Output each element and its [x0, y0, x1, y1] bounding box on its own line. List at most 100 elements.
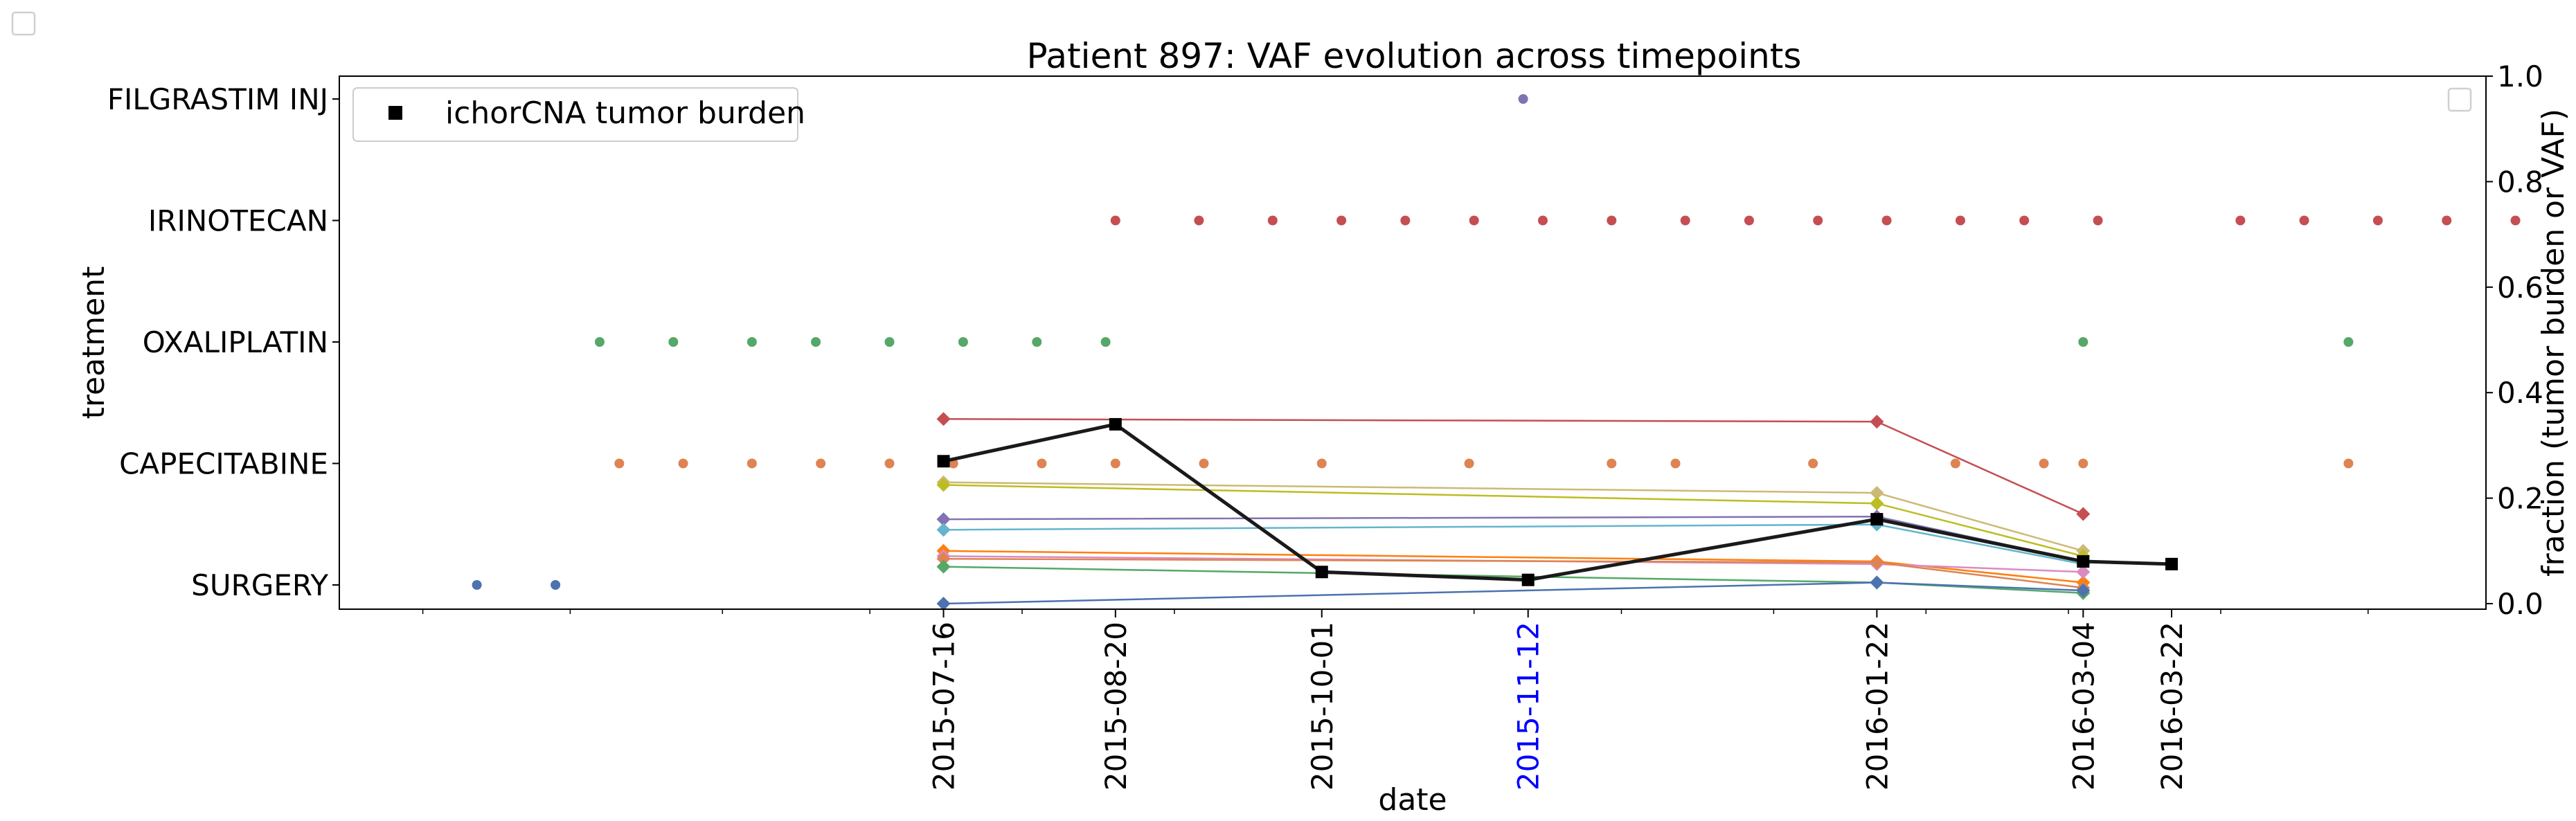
treatment-event-irinotecan — [2442, 215, 2452, 226]
data-marks — [472, 94, 2521, 611]
x-tick-label-2016-01-22: 2016-01-22 — [1860, 622, 1894, 791]
treatment-event-oxaliplatin — [1032, 337, 1042, 347]
tumor-burden-point-2016-03-22 — [2165, 557, 2178, 570]
treatment-event-capecitabine — [884, 458, 895, 469]
x-tick-label-2016-03-04: 2016-03-04 — [2066, 622, 2100, 791]
treatment-event-capecitabine — [2078, 458, 2088, 469]
vaf-point-series-5 — [936, 523, 951, 537]
vaf-point-series-10 — [1870, 575, 1884, 590]
treatment-event-capecitabine — [1950, 458, 1960, 469]
treatment-event-oxaliplatin — [2343, 337, 2354, 347]
tumor-burden-point-2015-10-01 — [1315, 566, 1328, 579]
right-tick-label: 0.6 — [2497, 271, 2543, 305]
tumor-burden-point-2016-03-04 — [2077, 555, 2090, 568]
treatment-label-filgrastim-inj: FILGRASTIM INJ — [107, 82, 328, 116]
treatment-event-irinotecan — [1607, 215, 1617, 226]
treatment-event-irinotecan — [2093, 215, 2103, 226]
treatment-event-oxaliplatin — [668, 337, 679, 347]
treatment-event-filgrastim-inj — [1518, 94, 1528, 104]
treatment-event-capecitabine — [2343, 458, 2354, 469]
vaf-point-series-2 — [1870, 485, 1884, 500]
vaf-point-series-8 — [1870, 555, 1884, 570]
treatment-event-capecitabine — [1808, 458, 1818, 469]
treatment-event-irinotecan — [1400, 215, 1411, 226]
right-tick-label: 0.4 — [2497, 376, 2543, 410]
treatment-event-irinotecan — [2235, 215, 2246, 226]
treatment-event-capecitabine — [816, 458, 826, 469]
chart-title: Patient 897: VAF evolution across timepo… — [1027, 36, 1802, 76]
treatment-event-capecitabine — [746, 458, 757, 469]
treatment-event-irinotecan — [1680, 215, 1690, 226]
treatment-event-oxaliplatin — [811, 337, 821, 347]
treatment-event-oxaliplatin — [594, 337, 605, 347]
treatment-event-oxaliplatin — [958, 337, 968, 347]
treatment-event-capecitabine — [678, 458, 688, 469]
vaf-point-series-10 — [2076, 583, 2091, 597]
right-axis-label: fraction (tumor burden or VAF) — [2536, 109, 2571, 577]
treatment-label-capecitabine: CAPECITABINE — [119, 447, 328, 481]
x-tick-label-2015-08-20: 2015-08-20 — [1099, 622, 1133, 791]
treatment-event-irinotecan — [1955, 215, 1965, 226]
vaf-point-series-10 — [936, 597, 951, 611]
vaf-point-series-3 — [1870, 496, 1884, 511]
legend: ichorCNA tumor burden — [352, 87, 805, 142]
treatment-label-surgery: SURGERY — [191, 568, 328, 602]
top-left-checkbox[interactable] — [11, 11, 36, 36]
treatment-event-irinotecan — [1194, 215, 1204, 226]
treatment-event-irinotecan — [1336, 215, 1347, 226]
treatment-event-irinotecan — [1267, 215, 1278, 226]
vaf-point-series-8 — [936, 552, 951, 566]
vaf-point-series-4 — [936, 512, 951, 527]
treatment-event-irinotecan — [2019, 215, 2030, 226]
treatment-event-irinotecan — [1469, 215, 1479, 226]
vaf-point-series-3 — [936, 478, 951, 492]
treatment-event-capecitabine — [1670, 458, 1681, 469]
treatment-event-irinotecan — [2510, 215, 2521, 226]
treatment-event-oxaliplatin — [1100, 337, 1111, 347]
treatment-event-capecitabine — [1037, 458, 1047, 469]
left-axis: SURGERY CAPECITABINE OXALIPLATIN IRINOTECAN… — [107, 82, 339, 602]
treatment-event-capecitabine — [614, 458, 625, 469]
x-axis-label: date — [1378, 782, 1447, 818]
vaf-point-series-9 — [936, 559, 951, 574]
treatment-event-capecitabine — [1607, 458, 1617, 469]
x-tick-label-2015-11-12: 2015-11-12 — [1512, 622, 1546, 791]
x-tick-label-2015-07-16: 2015-07-16 — [927, 622, 961, 791]
treatment-event-irinotecan — [2299, 215, 2309, 226]
vaf-point-series-1 — [2076, 507, 2091, 521]
treatment-event-capecitabine — [2039, 458, 2049, 469]
treatment-event-irinotecan — [1537, 215, 1548, 226]
treatment-event-irinotecan — [1881, 215, 1892, 226]
legend-entry-tumor-burden: ichorCNA tumor burden — [445, 96, 805, 131]
treatment-event-capecitabine — [1316, 458, 1327, 469]
treatment-label-oxaliplatin: OXALIPLATIN — [143, 325, 328, 359]
tumor-burden-point-2015-11-12 — [1521, 573, 1535, 586]
tumor-burden-point-2015-07-16 — [937, 455, 950, 468]
treatment-event-irinotecan — [1110, 215, 1120, 226]
treatment-event-irinotecan — [2372, 215, 2383, 226]
treatment-event-capecitabine — [1110, 458, 1120, 469]
treatment-event-oxaliplatin — [884, 337, 895, 347]
vaf-point-series-1 — [1870, 415, 1884, 429]
vaf-point-series-1 — [936, 412, 951, 426]
tumor-burden-point-2016-01-22 — [1870, 513, 1884, 526]
treatment-event-irinotecan — [1744, 215, 1754, 226]
x-tick-label-2016-03-22: 2016-03-22 — [2155, 622, 2189, 791]
right-tick-label: 0.8 — [2497, 165, 2543, 199]
right-tick-label: 0.0 — [2497, 587, 2543, 621]
treatment-event-surgery — [472, 580, 482, 590]
x-tick-label-2015-10-01: 2015-10-01 — [1305, 622, 1339, 791]
treatment-event-capecitabine — [1464, 458, 1474, 469]
bottom-axis: 2015-07-16 2015-08-20 2015-10-01 2015-11-12… — [422, 609, 2369, 791]
tumor-burden-point-2015-08-20 — [1109, 417, 1122, 431]
left-axis-label: treatment — [76, 267, 111, 419]
right-tick-label: 1.0 — [2497, 60, 2543, 93]
legend-checkbox[interactable] — [2447, 87, 2472, 112]
treatment-label-irinotecan: IRINOTECAN — [148, 204, 328, 238]
treatment-event-oxaliplatin — [2078, 337, 2088, 347]
legend-box — [352, 87, 798, 142]
legend-marker-square — [388, 106, 402, 120]
treatment-event-surgery — [551, 580, 561, 590]
right-tick-label: 0.2 — [2497, 482, 2543, 516]
